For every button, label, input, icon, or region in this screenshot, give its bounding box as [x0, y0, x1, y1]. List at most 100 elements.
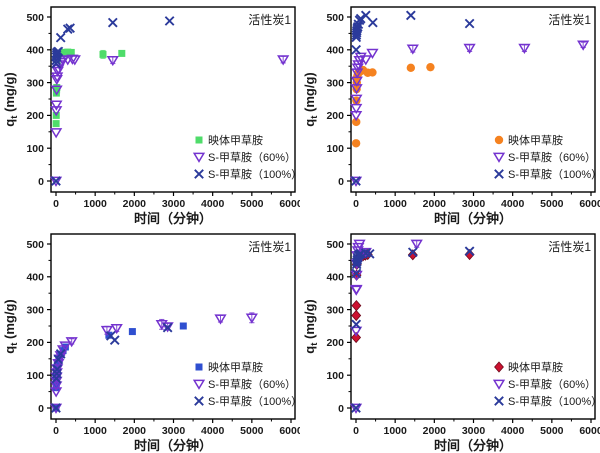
- x-axis-label: 时间（分钟）: [434, 438, 512, 453]
- legend: 映体甲草胺 S-甲草胺（60%） S-甲草胺（100%）: [492, 133, 600, 181]
- x-marker: [367, 17, 378, 28]
- legend-label: S-甲草胺（60%）: [208, 150, 296, 164]
- triangle-open-marker: [359, 55, 372, 66]
- square-marker: [179, 322, 187, 330]
- triangle-open-marker: [214, 314, 227, 325]
- diamond-marker: [351, 309, 362, 322]
- triangle-open-marker: [50, 74, 63, 86]
- triangle-open-marker: [492, 152, 506, 163]
- x-tick-label: 4000: [501, 425, 525, 437]
- legend-label: 映体甲草胺: [508, 360, 563, 374]
- x-marker: [405, 10, 416, 21]
- y-tick-label: 0: [38, 403, 44, 415]
- triangle-open-marker: [353, 239, 366, 250]
- chart-bottom-right: 0 1000 2000 3000 4000 5000 6000 0 100 200 300 400 50…: [302, 233, 600, 453]
- x-tick-label: 1000: [383, 198, 407, 210]
- x-axis-label: 时间（分钟）: [434, 211, 512, 226]
- square-marker: [118, 49, 126, 57]
- legend-label: S-甲草胺（60%）: [508, 377, 596, 391]
- triangle-open-marker: [463, 43, 476, 55]
- chart-bottom-left: 0 1000 2000 3000 4000 5000 6000 0 100 200 300 400 50…: [2, 233, 300, 453]
- subplot-bottom-right: 0 1000 2000 3000 4000 5000 6000 0 100 200 300 400 50…: [300, 227, 600, 453]
- triangle-open-marker: [349, 403, 363, 414]
- x-marker: [162, 322, 173, 333]
- x-tick-label: 5000: [240, 198, 264, 210]
- x-tick-label: 2000: [123, 425, 147, 437]
- circle-marker: [406, 63, 416, 73]
- legend-label: 映体甲草胺: [208, 360, 263, 374]
- triangle-open-marker: [518, 43, 531, 55]
- y-tick-label: 100: [326, 143, 344, 155]
- circle-marker: [352, 84, 361, 94]
- x-tick-label: 0: [53, 425, 59, 437]
- series-triangle-open: [349, 40, 590, 187]
- x-marker: [109, 335, 120, 345]
- x-axis-label: 时间（分钟）: [134, 438, 212, 453]
- x-marker: [65, 23, 75, 34]
- triangle-open-marker: [492, 379, 506, 390]
- x-marker: [53, 354, 64, 365]
- square-marker: [195, 136, 203, 144]
- circle-marker: [494, 135, 504, 145]
- triangle-open-marker: [192, 152, 206, 163]
- x-marker: [194, 169, 204, 179]
- x-tick-label: 0: [353, 425, 359, 437]
- x-tick-label: 0: [53, 198, 59, 210]
- triangle-open-marker: [49, 387, 63, 398]
- triangle-open-marker: [65, 337, 78, 348]
- y-tick-label: 500: [26, 239, 44, 251]
- x-tick-label: 2000: [123, 198, 147, 210]
- x-marker: [51, 403, 61, 413]
- x-tick-label: 4000: [501, 198, 525, 210]
- x-marker: [351, 403, 361, 413]
- y-tick-label: 300: [26, 77, 44, 89]
- y-tick-label: 300: [326, 304, 344, 316]
- square-marker: [128, 328, 136, 336]
- axis-ticks: [47, 16, 292, 196]
- legend-label: S-甲草胺（60%）: [208, 377, 296, 391]
- legend-label: S-甲草胺（100%）: [208, 394, 300, 408]
- triangle-open-marker: [351, 68, 364, 79]
- triangle-open-marker: [50, 85, 63, 96]
- plot-title: 活性炭1: [548, 240, 591, 254]
- triangle-open-marker: [110, 323, 123, 335]
- square-marker: [52, 379, 60, 387]
- triangle-open-marker: [351, 63, 364, 74]
- triangle-open-marker: [410, 239, 423, 250]
- series-diamond: [351, 248, 475, 344]
- plot-frame: [50, 233, 296, 420]
- plot-title: 活性炭1: [548, 13, 591, 27]
- x-tick-label: 3000: [462, 425, 486, 437]
- triangle-open-marker: [349, 326, 363, 337]
- plot-frame: [50, 6, 296, 193]
- legend-label: S-甲草胺（60%）: [508, 150, 596, 164]
- y-tick-label: 0: [38, 176, 44, 188]
- triangle-open-marker: [68, 55, 81, 66]
- x-marker: [55, 349, 66, 359]
- chart-top-right: 0 1000 2000 3000 4000 5000 6000 0 100 200 300 400 50…: [302, 6, 600, 226]
- square-marker: [61, 343, 69, 351]
- x-tick-label: 1000: [83, 198, 107, 210]
- triangle-open-marker: [192, 379, 206, 390]
- y-axis-label: qt (mg/g): [302, 72, 320, 126]
- triangle-open-marker: [349, 176, 363, 187]
- triangle-open-marker: [49, 403, 63, 414]
- y-tick-label: 400: [26, 272, 44, 284]
- triangle-open-marker: [50, 100, 63, 111]
- x-tick-label: 6000: [579, 425, 600, 437]
- y-axis-label: qt (mg/g): [2, 299, 20, 353]
- x-tick-label: 5000: [540, 425, 564, 437]
- triangle-open-marker: [350, 94, 363, 105]
- x-marker: [55, 32, 66, 43]
- triangle-open-marker: [50, 106, 63, 117]
- triangle-open-marker: [366, 48, 379, 59]
- x-marker: [407, 247, 418, 258]
- series-square: [52, 322, 187, 412]
- series-x: [351, 246, 475, 413]
- x-tick-label: 6000: [279, 198, 300, 210]
- x-marker: [464, 246, 475, 257]
- square-marker: [52, 120, 60, 128]
- x-marker: [351, 319, 362, 330]
- x-marker: [494, 396, 504, 406]
